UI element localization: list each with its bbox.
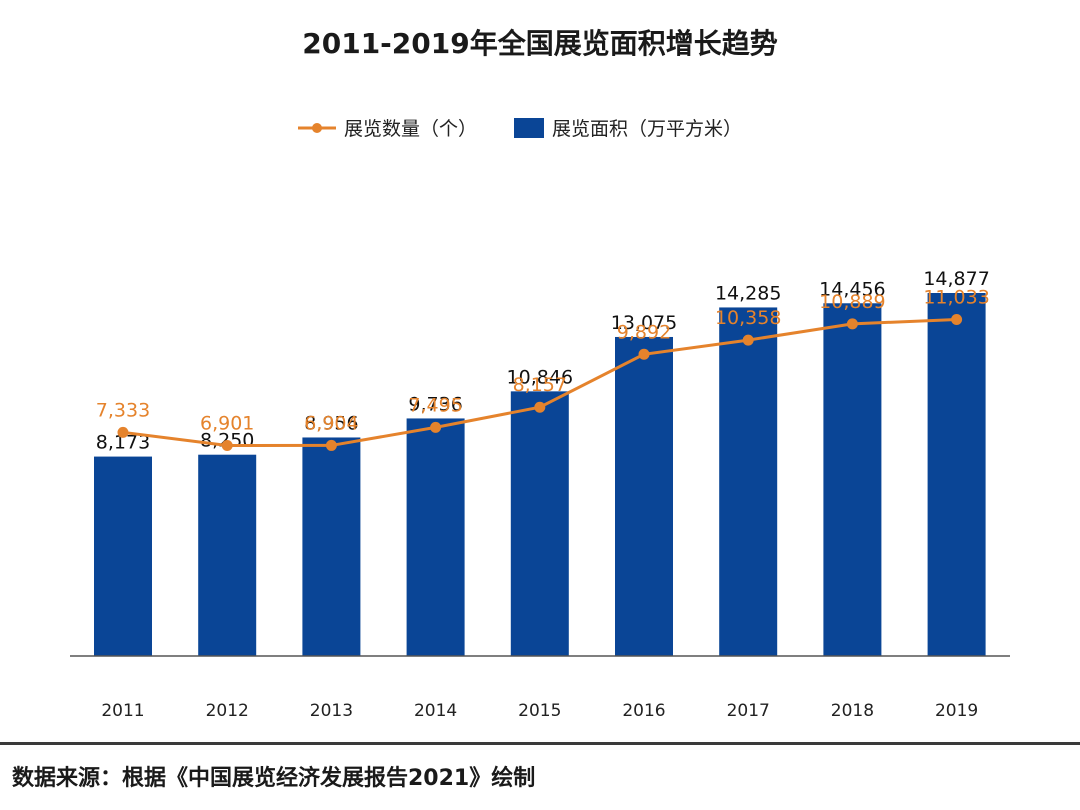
legend-line-marker bbox=[312, 123, 322, 133]
bar-2012 bbox=[198, 454, 257, 656]
bar-label-2016: 13,075 bbox=[611, 312, 677, 334]
bar-2013 bbox=[302, 437, 361, 656]
bar-2017 bbox=[719, 307, 778, 656]
x-tick-2019: 2019 bbox=[935, 701, 978, 721]
line-point-2011 bbox=[117, 426, 129, 438]
legend-label-line: 展览数量（个） bbox=[344, 118, 477, 140]
x-tick-2012: 2012 bbox=[206, 701, 249, 721]
legend: 展览数量（个） 展览面积（万平方米） bbox=[298, 118, 742, 140]
bar-2014 bbox=[406, 418, 465, 656]
x-tick-2015: 2015 bbox=[518, 701, 561, 721]
line-point-2018 bbox=[846, 318, 858, 330]
bar-label-2015: 10,846 bbox=[507, 366, 573, 388]
x-tick-2018: 2018 bbox=[831, 701, 874, 721]
bar-series bbox=[94, 293, 986, 656]
line-series bbox=[117, 313, 963, 452]
x-tick-2013: 2013 bbox=[310, 701, 353, 721]
bar-label-2013: 8,956 bbox=[304, 412, 358, 434]
line-label-2015: 8,157 bbox=[513, 374, 567, 396]
bar-label-2019: 14,877 bbox=[923, 268, 989, 290]
x-tick-labels: 2011 2012 2013 2014 2015 2016 2017 2018 2019 bbox=[101, 701, 978, 721]
line-label-2013: 6,904 bbox=[304, 412, 358, 434]
line-label-2017: 10,358 bbox=[715, 307, 781, 329]
x-tick-2016: 2016 bbox=[622, 701, 665, 721]
line-point-2015 bbox=[534, 401, 546, 413]
bar-2011 bbox=[94, 456, 152, 656]
bar-2019 bbox=[927, 293, 986, 656]
line-label-2012: 6,901 bbox=[200, 413, 254, 435]
chart-area: 展览数量（个） 展览面积（万平方米） 8,1738,2508,9569,7361… bbox=[70, 118, 1010, 721]
legend-label-bar: 展览面积（万平方米） bbox=[552, 118, 742, 140]
line-point-2014 bbox=[430, 421, 442, 433]
line-label-2019: 11,033 bbox=[923, 286, 989, 308]
line-label-2016: 9,892 bbox=[617, 321, 671, 343]
bar-label-2018: 14,456 bbox=[819, 278, 885, 300]
source-divider bbox=[0, 742, 1080, 745]
x-tick-2011: 2011 bbox=[101, 701, 144, 721]
bar-2015 bbox=[510, 391, 569, 656]
line-labels: 7,333 6,901 6,904 7,495 8,157 9,892 10,358 10,8… bbox=[96, 286, 990, 434]
line-point-2017 bbox=[742, 334, 754, 346]
line-point-2016 bbox=[638, 348, 650, 360]
line-label-2018: 10,889 bbox=[819, 291, 885, 313]
bar-2018 bbox=[823, 303, 882, 656]
line-label-2011: 7,333 bbox=[96, 399, 150, 421]
x-tick-2014: 2014 bbox=[414, 701, 457, 721]
bar-label-2011: 8,173 bbox=[96, 432, 150, 454]
bar-labels: 8,1738,2508,9569,73610,84613,07514,28514… bbox=[96, 268, 990, 454]
bar-label-2017: 14,285 bbox=[715, 282, 781, 304]
chart-title: 2011-2019年全国展览面积增长趋势 bbox=[302, 27, 778, 60]
bar-label-2014: 9,736 bbox=[408, 393, 462, 415]
x-tick-2017: 2017 bbox=[727, 701, 770, 721]
legend-bar-swatch bbox=[514, 118, 544, 138]
line-point-2019 bbox=[951, 313, 963, 325]
source-note: 数据来源：根据《中国展览经济发展报告2021》绘制 bbox=[12, 766, 536, 791]
line-point-2012 bbox=[221, 440, 233, 452]
line-label-2014: 7,495 bbox=[408, 394, 462, 416]
line-point-2013 bbox=[325, 439, 337, 451]
bar-2016 bbox=[615, 336, 673, 656]
